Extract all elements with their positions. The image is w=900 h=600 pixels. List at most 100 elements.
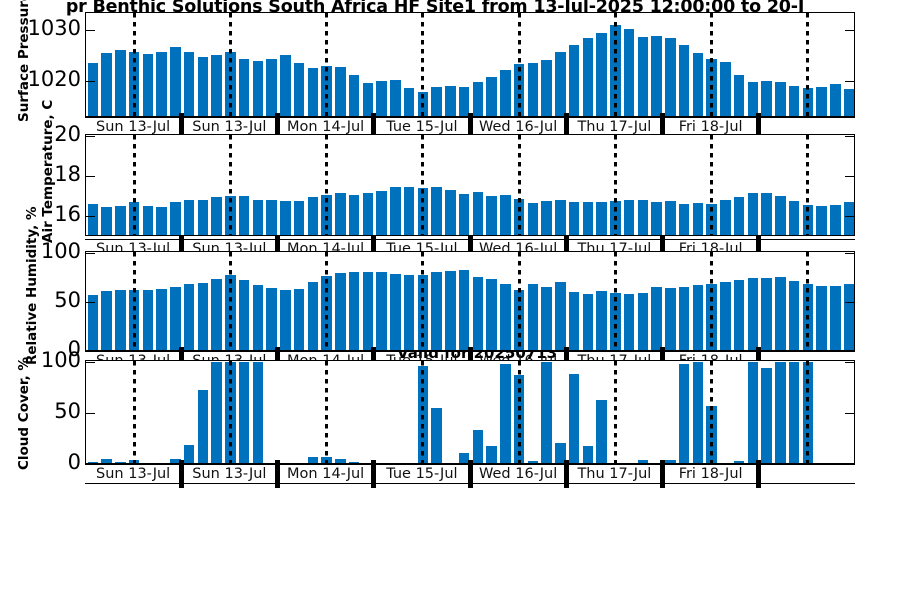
- half-day-gridline: [325, 252, 329, 350]
- bar: [582, 38, 594, 116]
- half-day-gridline: [421, 252, 425, 350]
- bar: [238, 196, 250, 235]
- chart-panel-1: [85, 134, 855, 236]
- day-separator-tick: [371, 460, 377, 488]
- bar: [596, 32, 607, 116]
- bar: [816, 285, 827, 350]
- bar: [720, 281, 731, 350]
- bar: [692, 284, 704, 350]
- bar: [307, 67, 319, 116]
- bar: [362, 82, 374, 116]
- bar: [500, 195, 511, 235]
- bar: [555, 442, 566, 463]
- half-day-gridline: [806, 13, 810, 116]
- bar: [458, 86, 470, 116]
- bar: [211, 196, 222, 235]
- bar: [761, 367, 772, 463]
- bar: [87, 295, 99, 350]
- bar: [348, 75, 360, 116]
- y-tick-label: 20: [54, 122, 81, 147]
- plot-area: [85, 12, 855, 117]
- half-day-gridline: [132, 361, 136, 463]
- bar: [431, 87, 442, 116]
- bar: [555, 281, 566, 350]
- bar: [445, 85, 456, 116]
- y-tick-label: 1030: [27, 15, 81, 40]
- half-day-gridline: [421, 135, 425, 235]
- bar: [665, 287, 676, 350]
- day-separator-tick: [178, 113, 184, 141]
- bar: [747, 277, 759, 350]
- half-day-gridline: [228, 252, 232, 350]
- bar: [651, 35, 662, 116]
- y-tick-mark: [845, 80, 854, 82]
- y-tick-label: 0: [67, 336, 81, 361]
- bar: [293, 200, 305, 235]
- bar: [458, 452, 470, 463]
- bar: [431, 408, 442, 463]
- half-day-gridline: [325, 361, 329, 463]
- day-tick-label: [759, 464, 855, 484]
- bar: [596, 201, 607, 235]
- bar: [197, 390, 209, 463]
- bar: [431, 272, 442, 350]
- half-day-gridline: [613, 361, 617, 463]
- bar: [87, 462, 99, 463]
- bar: [568, 291, 580, 350]
- bar: [788, 361, 800, 463]
- half-day-gridline: [421, 361, 425, 463]
- bar: [623, 29, 635, 116]
- bar: [266, 200, 277, 235]
- bar: [486, 278, 497, 350]
- bar: [403, 275, 415, 350]
- bar: [568, 201, 580, 235]
- bar: [637, 36, 649, 116]
- bar: [568, 373, 580, 463]
- half-day-gridline: [806, 361, 810, 463]
- y-tick-label: 1020: [27, 66, 81, 91]
- bar: [541, 59, 552, 116]
- y-tick-label: 50: [54, 288, 81, 312]
- bar: [211, 54, 222, 116]
- bar: [761, 277, 772, 350]
- half-day-gridline: [710, 13, 714, 116]
- day-separator-tick: [660, 460, 665, 488]
- day-separator-tick: [275, 460, 280, 488]
- bar: [788, 85, 800, 116]
- day-separator-tick: [275, 113, 280, 141]
- bar: [582, 294, 594, 350]
- day-separator-tick: [178, 235, 184, 263]
- bar: [115, 206, 126, 235]
- bar: [458, 194, 470, 235]
- day-axis-strip-0: Sun 13-Jul Sun 13-Jul Mon 14-Jul Tue 15-Jul…: [85, 113, 855, 141]
- half-day-gridline: [806, 135, 810, 235]
- bar: [280, 200, 291, 235]
- bar: [170, 46, 181, 116]
- bar: [183, 283, 195, 350]
- day-separator-tick: [467, 235, 473, 263]
- half-day-gridline: [228, 361, 232, 463]
- day-separator-tick: [371, 113, 377, 141]
- y-tick-mark: [845, 413, 854, 414]
- bar: [115, 462, 126, 463]
- day-tick-label: Thu 17-Jul: [577, 119, 652, 135]
- bar: [568, 44, 580, 116]
- y-tick-mark: [86, 253, 95, 255]
- y-tick-mark: [86, 176, 95, 178]
- bar-series: [86, 361, 854, 463]
- bar: [637, 459, 649, 463]
- bar: [211, 278, 222, 350]
- bar: [403, 186, 415, 235]
- half-day-gridline: [325, 135, 329, 235]
- day-tick-label: Thu 17-Jul: [577, 466, 652, 482]
- y-tick-mark: [86, 80, 95, 82]
- day-tick-label: Fri 18-Jul: [678, 119, 743, 135]
- bar: [348, 462, 360, 463]
- bar: [596, 290, 607, 350]
- bar: [362, 192, 374, 235]
- y-tick-mark: [845, 362, 854, 364]
- bar: [197, 56, 209, 116]
- day-tick-label: Sun 13-Jul: [192, 119, 267, 135]
- bar: [376, 81, 387, 116]
- bar: [403, 88, 415, 116]
